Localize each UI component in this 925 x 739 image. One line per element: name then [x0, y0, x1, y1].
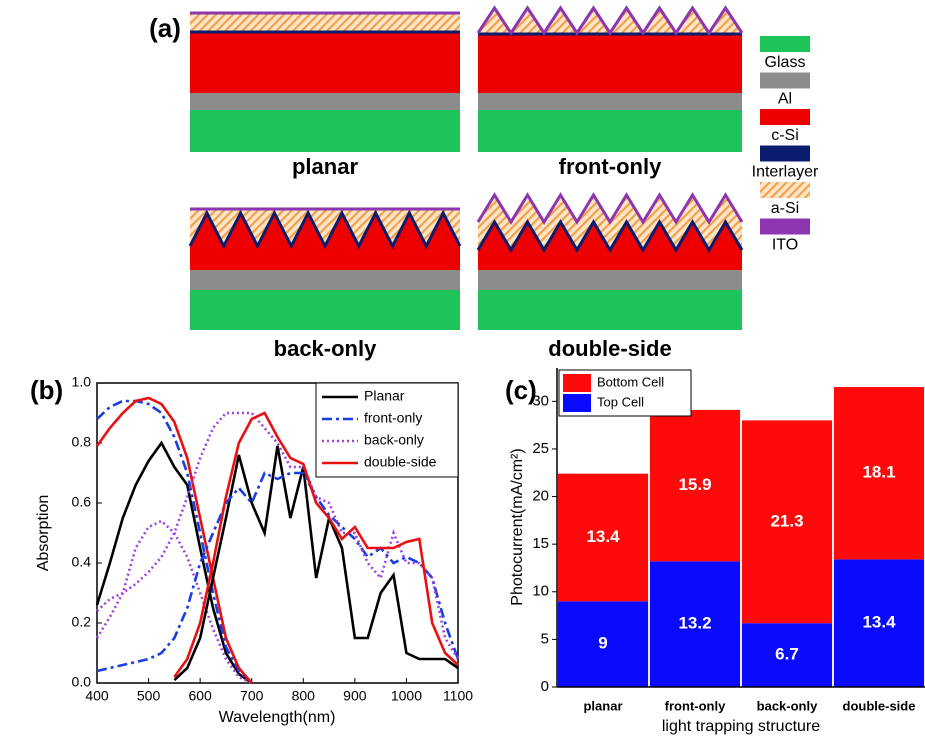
legend-swatch — [563, 374, 591, 392]
y-tick-label: 1.0 — [72, 374, 92, 390]
y-tick-label: 15 — [532, 535, 549, 552]
series-line — [96, 399, 253, 684]
legend-swatch — [760, 36, 810, 52]
bar-segment — [741, 420, 833, 624]
y-tick-label: 0.2 — [72, 614, 92, 630]
y-axis-label: Absorption — [35, 495, 52, 572]
interlayer — [188, 209, 462, 250]
x-tick-label: 1000 — [391, 688, 422, 704]
al-layer — [190, 270, 460, 290]
bar-segment — [649, 409, 741, 562]
bar-value-label: 13.2 — [678, 614, 711, 633]
x-tick-label: double-side — [843, 698, 916, 713]
bar-segment — [649, 561, 741, 687]
legend-label: Planar — [364, 388, 405, 404]
y-tick-label: 0.6 — [72, 494, 92, 510]
bar-value-label: 21.3 — [770, 511, 803, 530]
structure-label: planar — [292, 154, 358, 179]
series-line — [96, 411, 460, 660]
bar-value-label: 9 — [598, 634, 607, 653]
legend-label: double-side — [364, 454, 437, 470]
legend-label: back-only — [364, 432, 424, 448]
legend-label: Bottom Cell — [597, 374, 664, 389]
structure-label: front-only — [559, 154, 662, 179]
ito-layer — [476, 5, 744, 36]
bar-segment — [557, 601, 649, 687]
asi-layer — [190, 209, 460, 246]
legend-swatch — [760, 182, 810, 198]
x-tick-label: 900 — [343, 688, 367, 704]
bar-value-label: 13.4 — [586, 527, 620, 546]
legend-label: ITO — [772, 237, 798, 254]
legend-swatch — [760, 218, 810, 235]
y-tick-label: 30 — [532, 392, 549, 409]
legend-swatch — [760, 145, 810, 162]
legend-label: c-Si — [771, 127, 799, 144]
legend-swatch — [563, 394, 591, 412]
plot-frame — [96, 382, 459, 684]
y-tick-label: 5 — [541, 630, 549, 647]
panel-label: (a) — [149, 13, 181, 43]
al-layer — [478, 270, 742, 290]
series-line — [95, 440, 253, 685]
series-line — [95, 396, 253, 684]
y-tick-label: 10 — [532, 583, 549, 600]
panel-label: (b) — [30, 375, 63, 405]
bar-segment — [557, 473, 649, 602]
y-tick-label: 0.8 — [72, 434, 92, 450]
legend-box — [315, 382, 459, 478]
panel-label: (c) — [505, 375, 537, 405]
csi-layer — [190, 32, 460, 93]
y-tick-label: 0.0 — [72, 674, 92, 690]
legend-label: Interlayer — [752, 164, 819, 181]
x-axis-label: Wavelength(nm) — [219, 709, 336, 726]
bar-segment — [833, 559, 925, 687]
legend-label: front-only — [364, 410, 422, 426]
legend-label: a-Si — [771, 200, 799, 217]
structure-label: double-side — [548, 336, 671, 361]
bar-value-label: 18.1 — [862, 463, 895, 482]
y-tick-label: 0 — [541, 678, 549, 695]
bar-segment — [833, 387, 925, 560]
legend-label: Top Cell — [597, 394, 644, 409]
x-tick-label: 700 — [240, 688, 264, 704]
glass-layer — [190, 290, 460, 330]
x-tick-label: front-only — [665, 698, 726, 713]
x-tick-label: 600 — [188, 688, 212, 704]
series-line — [96, 471, 460, 673]
x-tick-label: back-only — [757, 698, 818, 713]
structure-label: back-only — [274, 336, 377, 361]
al-layer — [190, 93, 460, 110]
x-tick-label: 500 — [137, 688, 161, 704]
glass-layer — [478, 290, 742, 330]
bar-value-label: 13.4 — [862, 613, 896, 632]
x-tick-label: 800 — [292, 688, 316, 704]
y-tick-label: 20 — [532, 488, 549, 505]
bar-value-label: 6.7 — [775, 645, 799, 664]
interlayer — [476, 219, 744, 253]
asi-layer — [478, 8, 742, 34]
asi-layer — [190, 13, 460, 32]
bar-value-label: 15.9 — [678, 475, 711, 494]
y-tick-label: 25 — [532, 440, 549, 457]
y-tick-label: 0.4 — [72, 554, 92, 570]
legend-swatch — [760, 72, 810, 89]
al-layer — [478, 93, 742, 110]
x-tick-label: 400 — [85, 688, 109, 704]
ito-layer — [476, 192, 744, 225]
x-tick-label: planar — [583, 698, 622, 713]
series-line — [173, 411, 459, 678]
y-axis-label: Photocurrent(mA/cm²) — [509, 448, 526, 605]
legend-label: Al — [778, 91, 792, 108]
legend-label: Glass — [765, 54, 806, 71]
bar-segment — [741, 623, 833, 687]
series-line — [173, 445, 459, 681]
x-tick-label: 1100 — [443, 688, 473, 704]
glass-layer — [190, 110, 460, 152]
x-axis-label: light trapping structure — [662, 718, 820, 735]
legend-swatch — [760, 109, 810, 125]
glass-layer — [478, 110, 742, 152]
csi-layer — [478, 34, 742, 93]
